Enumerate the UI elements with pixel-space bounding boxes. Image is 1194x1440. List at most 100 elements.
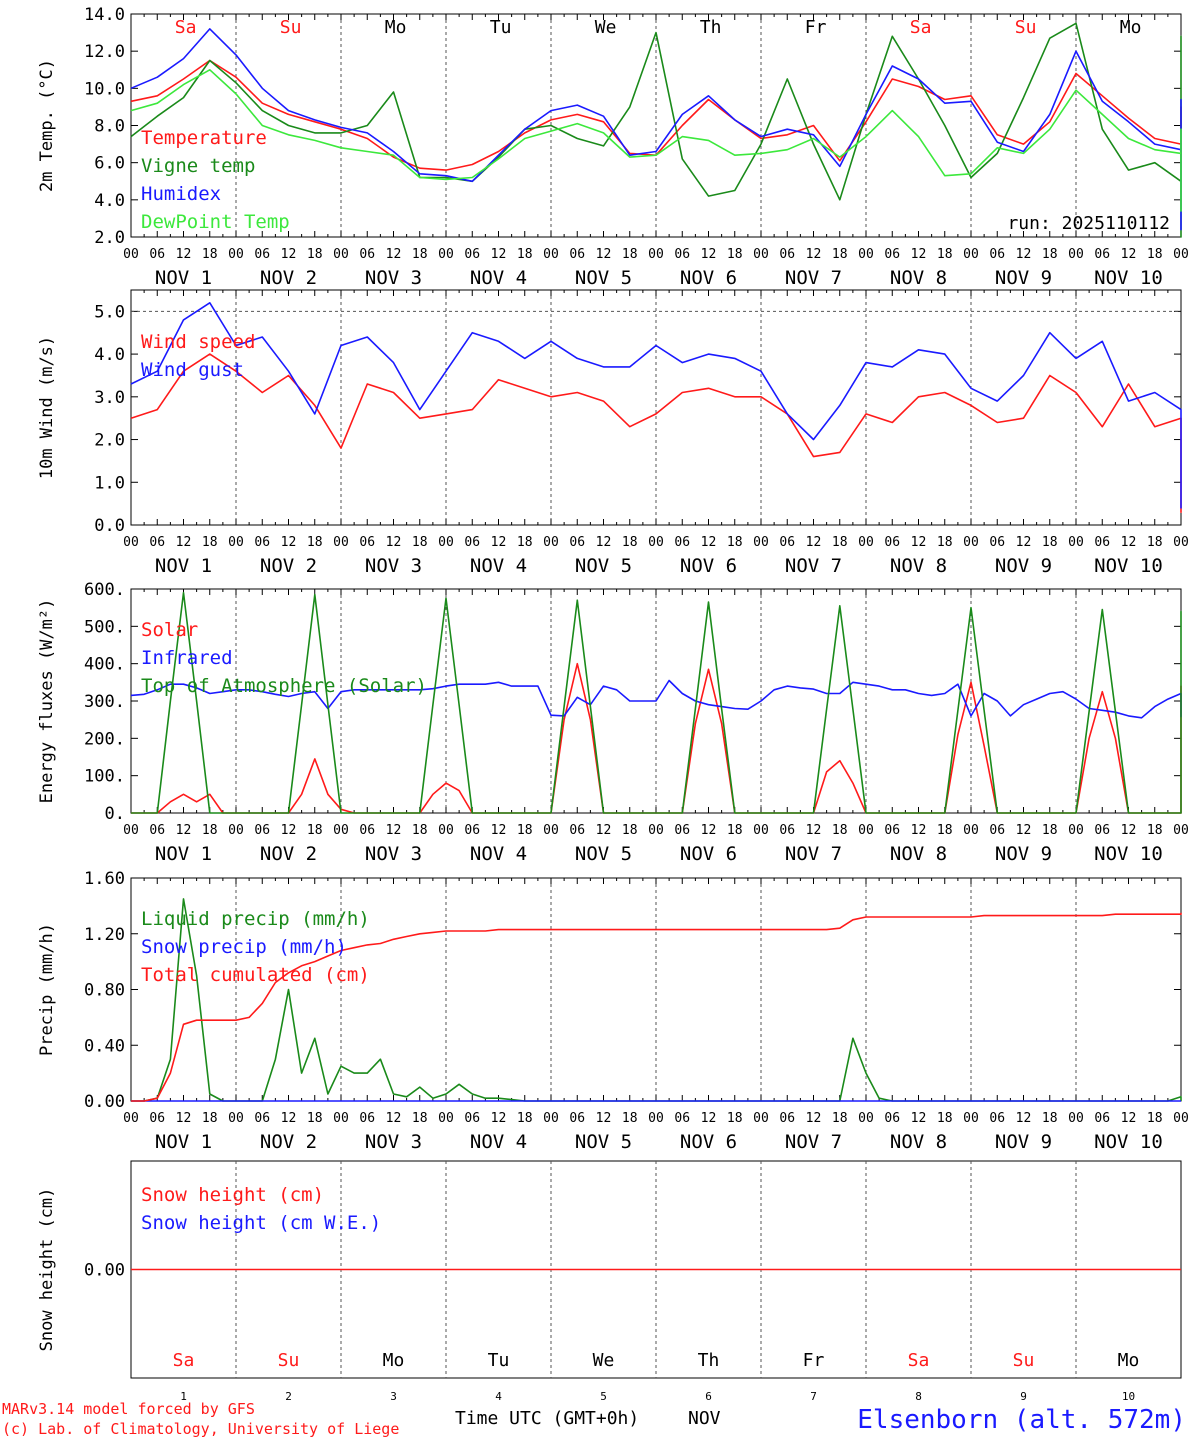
hour-tick-label: 12	[911, 535, 927, 550]
hour-tick-label: 00	[438, 535, 454, 550]
weekday-label: Su	[280, 17, 302, 38]
hour-tick-label: 12	[386, 1111, 402, 1126]
hour-tick-label: 12	[596, 823, 612, 838]
hour-tick-label: 06	[1094, 823, 1110, 838]
series-line-wind-gust	[130, 301, 1182, 509]
date-label: NOV 10	[1094, 267, 1163, 289]
y-tick-label: 300.	[84, 692, 125, 712]
hour-tick-label: 18	[412, 823, 428, 838]
hour-tick-label: 12	[491, 535, 507, 550]
hour-tick-label: 00	[1173, 247, 1189, 262]
legend-entry: DewPoint Temp	[141, 211, 290, 233]
hour-tick-label: 12	[176, 823, 192, 838]
hour-tick-label: 12	[911, 1111, 927, 1126]
hour-tick-label: 06	[359, 823, 375, 838]
y-tick-label: 10.0	[84, 79, 125, 99]
weekday-label: Su	[278, 1350, 300, 1371]
hour-tick-label: 06	[779, 823, 795, 838]
hour-tick-label: 18	[937, 823, 953, 838]
hour-tick-label: 18	[307, 535, 323, 550]
y-tick-label: 400.	[84, 655, 125, 675]
hour-tick-label: 00	[543, 823, 559, 838]
hour-tick-label: 12	[806, 535, 822, 550]
xaxis-title: Time UTC (GMT+0h)	[455, 1408, 639, 1429]
hour-tick-label: 06	[464, 247, 480, 262]
hour-tick-label: 18	[1147, 1111, 1163, 1126]
hour-tick-label: 06	[149, 535, 165, 550]
hour-tick-label: 06	[779, 535, 795, 550]
weekday-label: Mo	[385, 17, 407, 38]
date-label: NOV 1	[155, 267, 212, 289]
hour-tick-label: 18	[727, 247, 743, 262]
date-label: NOV 3	[365, 843, 422, 865]
hour-tick-label: 18	[202, 823, 218, 838]
hour-tick-label: 12	[176, 247, 192, 262]
date-label: NOV 9	[995, 843, 1052, 865]
hour-tick-label: 12	[596, 535, 612, 550]
hour-tick-label: 12	[281, 535, 297, 550]
hour-tick-label: 12	[806, 247, 822, 262]
hour-tick-label: 06	[884, 823, 900, 838]
hour-tick-label: 12	[176, 535, 192, 550]
y-tick-label: 100.	[84, 767, 125, 787]
hour-tick-label: 18	[1147, 247, 1163, 262]
y-tick-label: 12.0	[84, 42, 125, 62]
hour-tick-label: 12	[491, 1111, 507, 1126]
hour-tick-label: 12	[701, 247, 717, 262]
y-tick-label: 14.0	[84, 5, 125, 25]
hour-tick-label: 12	[1121, 823, 1137, 838]
hour-tick-label: 18	[937, 247, 953, 262]
day-number-label: 4	[495, 1390, 502, 1403]
hour-tick-label: 18	[832, 823, 848, 838]
hour-tick-label: 18	[727, 535, 743, 550]
hour-tick-label: 18	[832, 1111, 848, 1126]
hour-tick-label: 12	[806, 1111, 822, 1126]
hour-tick-label: 00	[858, 247, 874, 262]
panel-temp: 2.0 4.0 6.0 8.0 10.0 12.0 14.0 2m Temp. (°C) Tem…	[37, 5, 1189, 289]
weekday-label: Sa	[175, 17, 197, 38]
hour-tick-label: 18	[622, 247, 638, 262]
hour-tick-label: 18	[622, 1111, 638, 1126]
day-number-label: 9	[1020, 1390, 1027, 1403]
legend-entry: Vigne temp	[141, 155, 255, 177]
date-label: NOV 6	[680, 843, 737, 865]
y-tick-label: 4.0	[94, 345, 125, 365]
date-label: NOV 4	[470, 555, 527, 577]
hour-tick-label: 18	[727, 1111, 743, 1126]
run-annotation: run: 2025110112	[1007, 213, 1170, 234]
weekday-label: We	[595, 17, 617, 38]
hour-tick-label: 18	[1042, 1111, 1058, 1126]
hour-tick-label: 18	[727, 823, 743, 838]
hour-tick-label: 18	[517, 535, 533, 550]
day-number-label: 6	[705, 1390, 712, 1403]
hour-tick-label: 06	[1094, 1111, 1110, 1126]
y-tick-label: 6.0	[94, 154, 125, 174]
hour-tick-label: 00	[963, 1111, 979, 1126]
date-label: NOV 8	[890, 555, 947, 577]
hour-tick-label: 06	[569, 535, 585, 550]
date-label: NOV 5	[575, 843, 632, 865]
hour-tick-label: 00	[333, 247, 349, 262]
y-tick-label: 4.0	[94, 191, 125, 211]
hour-tick-label: 18	[1042, 535, 1058, 550]
weekday-label: Sa	[908, 1350, 930, 1371]
legend-entry: Wind speed	[141, 331, 255, 353]
hour-tick-label: 00	[123, 823, 139, 838]
date-label: NOV 3	[365, 267, 422, 289]
legend-entry: Snow height (cm W.E.)	[141, 1212, 381, 1234]
hour-tick-label: 12	[701, 823, 717, 838]
hour-tick-label: 06	[674, 535, 690, 550]
y-tick-label: 0.00	[84, 1261, 125, 1281]
date-label: NOV 8	[890, 267, 947, 289]
hour-tick-label: 12	[281, 823, 297, 838]
date-label: NOV 10	[1094, 843, 1163, 865]
date-label: NOV 2	[260, 1131, 317, 1153]
series-line-dewpoint-temp	[130, 69, 1182, 212]
credit-line-2: (c) Lab. of Climatology, University of L…	[2, 1420, 399, 1438]
hour-tick-label: 18	[202, 247, 218, 262]
y-tick-label: 0.40	[84, 1036, 125, 1056]
hour-tick-label: 06	[359, 535, 375, 550]
panel-precip: 0.00 0.40 0.80 1.20 1.60 Precip (mm/h) Liquid …	[37, 869, 1189, 1153]
date-label: NOV 2	[260, 843, 317, 865]
legend-entry: Snow precip (mm/h)	[141, 936, 347, 958]
